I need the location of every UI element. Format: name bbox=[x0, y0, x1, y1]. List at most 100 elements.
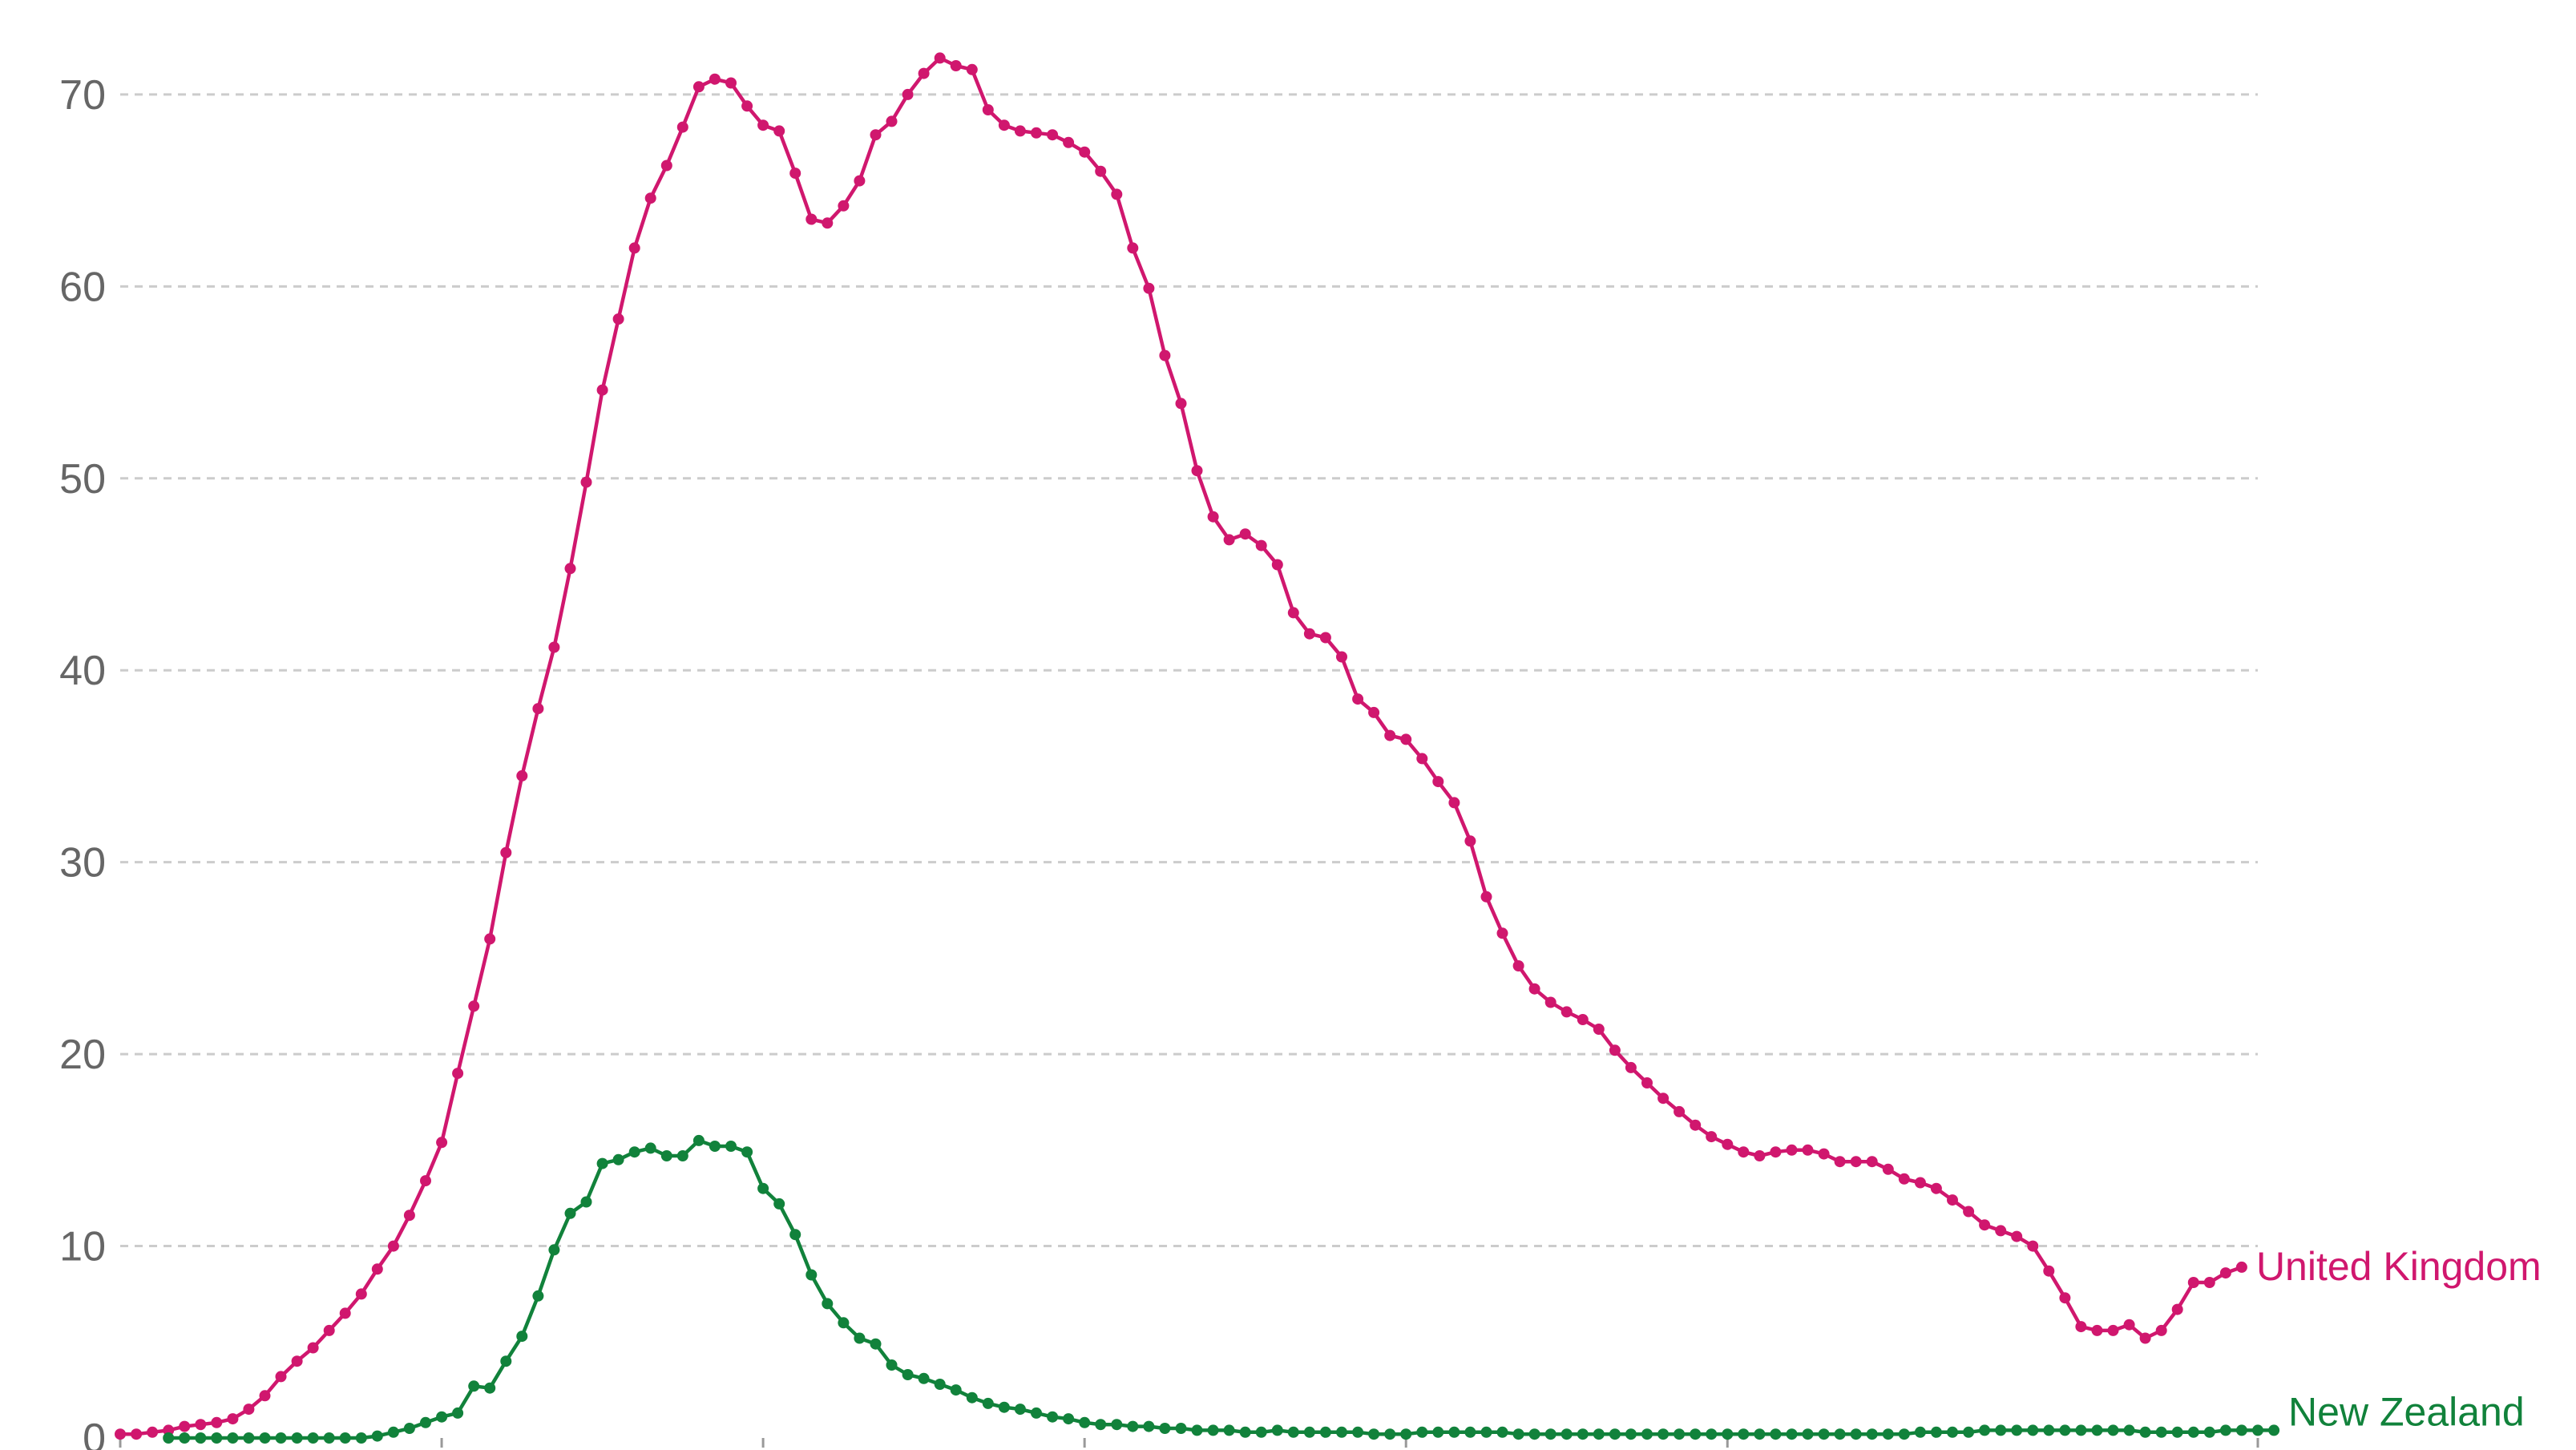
data-point bbox=[548, 641, 560, 653]
data-point bbox=[1432, 1426, 1444, 1438]
series-label: United Kingdom bbox=[2256, 1244, 2542, 1289]
data-point bbox=[163, 1432, 175, 1444]
data-point bbox=[1754, 1428, 1766, 1440]
data-point bbox=[420, 1416, 431, 1428]
data-point bbox=[1914, 1426, 1926, 1438]
data-point bbox=[725, 77, 737, 89]
data-point bbox=[1561, 1428, 1573, 1440]
data-point bbox=[307, 1432, 319, 1444]
data-point bbox=[822, 217, 834, 229]
data-point bbox=[339, 1307, 351, 1319]
data-point bbox=[902, 1369, 914, 1380]
data-point bbox=[1738, 1428, 1750, 1440]
data-point bbox=[1047, 129, 1059, 141]
data-point bbox=[2043, 1265, 2055, 1277]
data-point bbox=[355, 1432, 367, 1444]
data-point bbox=[1191, 1424, 1203, 1436]
data-point bbox=[1014, 1404, 1026, 1416]
data-point bbox=[1786, 1428, 1798, 1440]
data-point bbox=[1063, 1413, 1075, 1425]
data-point bbox=[966, 1391, 978, 1404]
data-point bbox=[211, 1432, 223, 1444]
data-point bbox=[323, 1432, 335, 1444]
data-point bbox=[1947, 1426, 1958, 1438]
data-point bbox=[163, 1424, 175, 1436]
data-point bbox=[1882, 1163, 1894, 1175]
data-point bbox=[468, 1000, 480, 1012]
data-point bbox=[2075, 1321, 2087, 1333]
series-labels: United Kingdom New Zealand bbox=[2256, 1244, 2542, 1435]
data-point bbox=[789, 1229, 801, 1241]
data-point bbox=[1882, 1428, 1894, 1440]
data-point bbox=[1850, 1156, 1862, 1168]
data-point bbox=[2187, 1426, 2199, 1438]
data-point bbox=[757, 1182, 769, 1194]
data-point bbox=[1512, 1428, 1524, 1440]
data-point bbox=[692, 1134, 705, 1146]
data-point bbox=[1528, 1428, 1540, 1440]
data-point bbox=[1625, 1061, 1637, 1073]
data-point bbox=[179, 1432, 191, 1444]
data-point bbox=[1930, 1426, 1942, 1438]
data-point bbox=[2059, 1292, 2071, 1304]
data-point bbox=[1111, 1419, 1123, 1431]
data-point bbox=[1047, 1411, 1059, 1423]
data-point bbox=[886, 1359, 898, 1371]
data-point bbox=[1995, 1225, 2007, 1237]
data-point bbox=[1255, 539, 1267, 551]
data-point bbox=[1384, 729, 1396, 741]
data-point bbox=[628, 1146, 640, 1158]
data-point bbox=[1609, 1044, 1621, 1056]
data-point bbox=[1561, 1006, 1573, 1018]
data-point bbox=[1914, 1177, 1926, 1189]
data-point bbox=[2123, 1319, 2135, 1331]
data-point bbox=[596, 384, 608, 396]
data-point bbox=[741, 100, 753, 112]
data-point bbox=[2155, 1426, 2167, 1438]
data-point bbox=[741, 1146, 753, 1158]
data-point bbox=[644, 192, 656, 204]
data-point bbox=[2171, 1303, 2183, 1315]
data-point bbox=[2268, 1424, 2280, 1436]
data-point bbox=[1448, 1426, 1460, 1438]
data-point bbox=[452, 1407, 464, 1419]
data-point bbox=[2219, 1267, 2231, 1279]
data-point bbox=[934, 1379, 946, 1390]
data-point bbox=[387, 1240, 399, 1252]
data-point bbox=[1175, 1423, 1187, 1434]
data-point bbox=[1159, 349, 1171, 361]
data-point bbox=[1963, 1426, 1975, 1438]
data-point bbox=[1464, 1426, 1476, 1438]
data-point bbox=[2027, 1424, 2039, 1436]
data-point bbox=[532, 1290, 544, 1302]
series-line bbox=[168, 1138, 2275, 1440]
data-point bbox=[709, 73, 721, 85]
data-point bbox=[1963, 1206, 1975, 1218]
data-point bbox=[291, 1432, 303, 1444]
data-point bbox=[1480, 891, 1492, 903]
data-point bbox=[1303, 1426, 1315, 1438]
data-point bbox=[1287, 607, 1299, 619]
data-point bbox=[211, 1416, 223, 1428]
data-point bbox=[1223, 534, 1235, 546]
data-point bbox=[676, 121, 688, 133]
data-point bbox=[1127, 1420, 1139, 1432]
data-point bbox=[2139, 1332, 2151, 1344]
data-point bbox=[918, 67, 930, 79]
data-point bbox=[1674, 1105, 1686, 1117]
y-tick-label-10: 10 bbox=[59, 1224, 106, 1270]
data-point bbox=[2091, 1324, 2103, 1336]
data-point bbox=[982, 1397, 994, 1409]
data-point bbox=[886, 115, 898, 127]
data-point bbox=[516, 769, 528, 782]
data-point bbox=[387, 1426, 399, 1438]
data-point bbox=[982, 104, 994, 115]
data-point bbox=[1834, 1428, 1846, 1440]
data-point bbox=[950, 60, 962, 71]
data-point bbox=[2171, 1426, 2183, 1438]
data-point bbox=[1674, 1428, 1686, 1440]
data-point bbox=[1818, 1148, 1830, 1160]
data-point bbox=[2059, 1424, 2071, 1436]
data-point bbox=[1207, 511, 1219, 523]
data-point bbox=[291, 1355, 303, 1367]
